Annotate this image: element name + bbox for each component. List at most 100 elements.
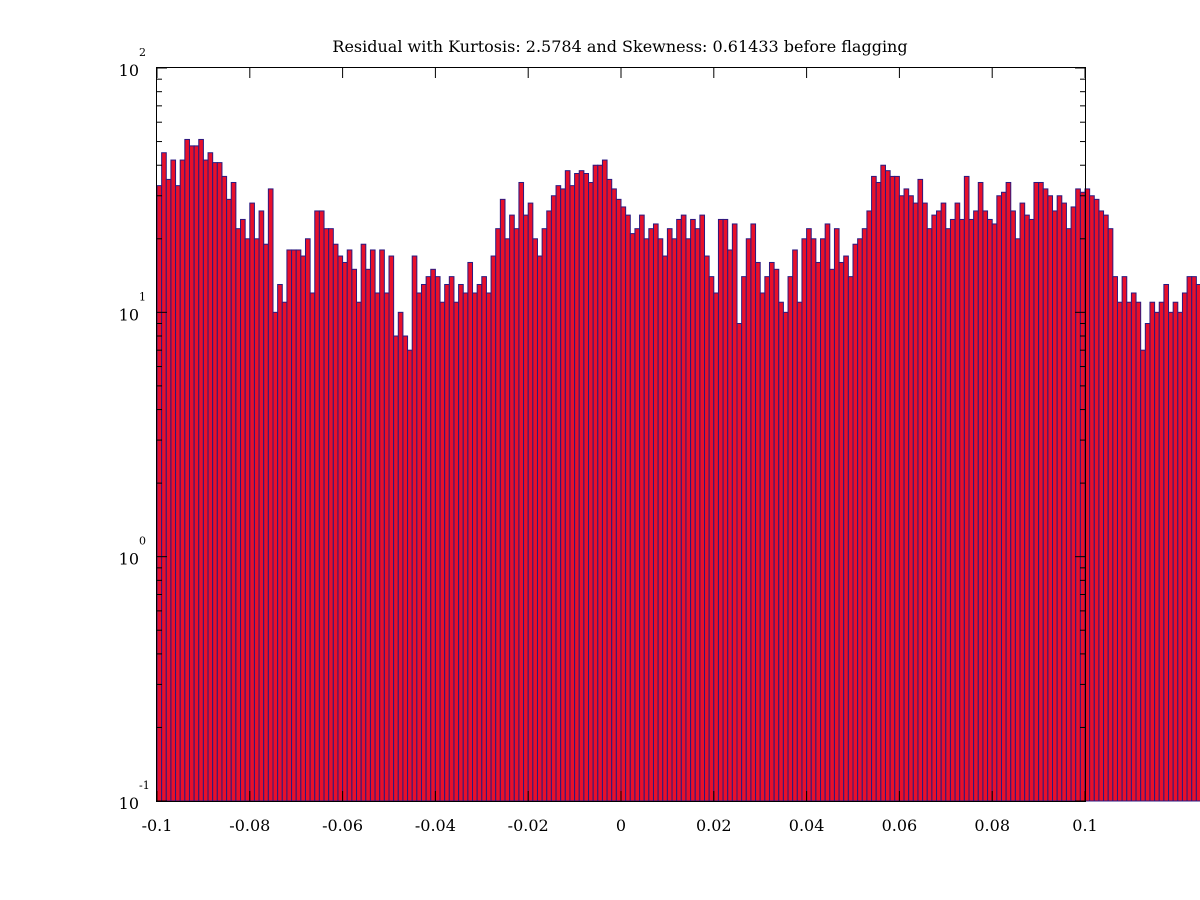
histogram-bar xyxy=(536,255,543,802)
histogram-bar xyxy=(397,311,404,802)
histogram-bar xyxy=(764,276,770,802)
histogram-bar xyxy=(671,238,678,802)
histogram-bar xyxy=(717,218,724,802)
histogram-bar xyxy=(977,181,984,802)
histogram-bar xyxy=(407,349,413,802)
histogram-bar xyxy=(866,210,873,802)
histogram-bar xyxy=(736,323,743,802)
histogram-bar xyxy=(495,228,501,802)
y-tick-label-base: 10 xyxy=(119,794,139,813)
histogram-bar xyxy=(1075,188,1081,802)
histogram-bar xyxy=(792,249,798,802)
histogram-bar xyxy=(244,238,251,802)
histogram-bar xyxy=(796,301,803,802)
histogram-bar xyxy=(277,283,283,802)
histogram-bar xyxy=(949,218,956,802)
histogram-bar xyxy=(1098,210,1105,802)
histogram-bar xyxy=(513,228,520,802)
histogram-bar xyxy=(249,202,255,802)
histogram-bar xyxy=(824,223,831,802)
histogram-bar xyxy=(578,170,585,802)
histogram-bar xyxy=(230,181,237,802)
histogram-bar xyxy=(365,268,371,802)
x-tick-label: 0.08 xyxy=(974,816,1010,835)
histogram-bar xyxy=(731,223,738,802)
x-tick-label: 0.02 xyxy=(696,816,732,835)
histogram-bar xyxy=(639,214,645,802)
histogram-bars xyxy=(156,138,1200,802)
histogram-bar xyxy=(1172,301,1179,802)
x-tick-label: 0.1 xyxy=(1072,816,1097,835)
histogram-bar xyxy=(1065,228,1072,802)
histogram-bar xyxy=(574,173,580,802)
histogram-bar xyxy=(291,249,297,802)
histogram-bar xyxy=(634,228,641,802)
histogram-bar xyxy=(485,292,492,802)
histogram-bar xyxy=(768,261,775,802)
histogram-bar xyxy=(318,210,325,802)
histogram-bar xyxy=(374,292,381,802)
histogram-bar xyxy=(889,175,896,802)
histogram-bar xyxy=(666,228,673,802)
histogram-bar xyxy=(745,238,752,802)
y-tick-label: 102 xyxy=(119,46,146,80)
histogram-bar xyxy=(175,185,181,802)
histogram-bar xyxy=(212,162,218,802)
histogram-bar xyxy=(356,301,362,802)
histogram-bar xyxy=(657,238,664,802)
histogram-bar xyxy=(550,195,557,802)
histogram-bar xyxy=(411,255,418,802)
histogram-bar xyxy=(1140,349,1146,802)
histogram-bar xyxy=(184,138,190,802)
histogram-bar xyxy=(323,228,330,802)
histogram-bar xyxy=(425,276,432,802)
x-tick-label: -0.08 xyxy=(229,816,270,835)
histogram-bar xyxy=(1126,301,1132,802)
histogram-bar xyxy=(820,238,826,802)
x-tick-label: 0.06 xyxy=(882,816,918,835)
histogram-bar xyxy=(472,292,478,802)
histogram-bar xyxy=(722,218,729,802)
histogram-bar xyxy=(453,301,460,802)
histogram-bar xyxy=(156,185,163,802)
histogram-bar xyxy=(161,152,167,802)
y-tick-label: 10-1 xyxy=(119,779,150,813)
histogram-bar xyxy=(198,138,204,802)
y-tick-label-exponent: -1 xyxy=(139,779,150,792)
histogram-bar xyxy=(337,255,344,802)
histogram-bar xyxy=(1163,283,1170,802)
histogram-bar xyxy=(685,238,692,802)
histogram-bar xyxy=(1010,210,1016,802)
x-tick-label: 0.04 xyxy=(789,816,825,835)
histogram-bar xyxy=(601,159,608,802)
histogram-bar xyxy=(1042,188,1049,802)
histogram-bar xyxy=(1019,202,1026,802)
histogram-bar xyxy=(281,301,288,802)
histogram-bar xyxy=(165,178,172,802)
histogram-bar xyxy=(968,218,975,802)
histogram-bar xyxy=(253,238,260,802)
histogram-bar xyxy=(908,195,914,802)
histogram-bar xyxy=(704,255,710,802)
histogram-bar xyxy=(894,175,900,802)
x-tick-label: -0.02 xyxy=(508,816,549,835)
histogram-bar xyxy=(481,276,487,802)
histogram-bar xyxy=(861,228,868,802)
histogram-bar xyxy=(588,181,594,802)
histogram-bar xyxy=(592,164,599,802)
histogram-bar xyxy=(360,243,367,802)
histogram-bar xyxy=(1052,210,1058,802)
histogram-bar xyxy=(420,283,427,802)
histogram-bar xyxy=(328,228,334,802)
x-tick-label: -0.06 xyxy=(322,816,363,835)
histogram-bar xyxy=(388,255,395,802)
histogram-bar xyxy=(1103,214,1109,802)
histogram-bar xyxy=(643,238,650,802)
histogram-bar xyxy=(444,283,450,802)
histogram-bar xyxy=(690,218,696,802)
histogram-bar xyxy=(750,223,757,802)
histogram-bar xyxy=(759,292,766,802)
histogram-bar xyxy=(555,185,562,802)
histogram-bar xyxy=(286,249,293,802)
histogram-bar xyxy=(1168,311,1174,802)
